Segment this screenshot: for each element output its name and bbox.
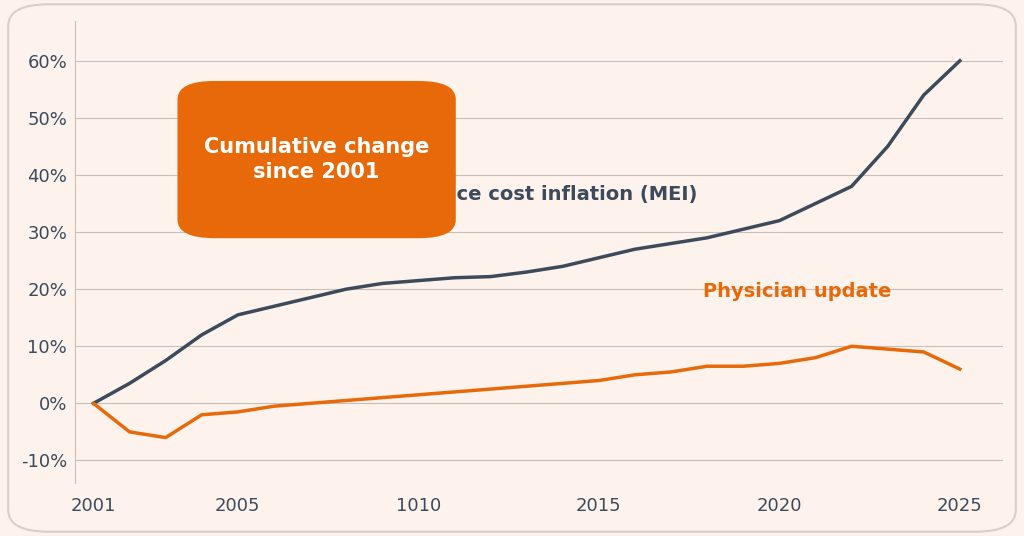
Text: Cumulative change
since 2001: Cumulative change since 2001	[204, 137, 429, 182]
FancyBboxPatch shape	[177, 81, 456, 238]
Text: Physician update: Physician update	[703, 281, 892, 301]
Text: Practice cost inflation (MEI): Practice cost inflation (MEI)	[392, 184, 697, 204]
